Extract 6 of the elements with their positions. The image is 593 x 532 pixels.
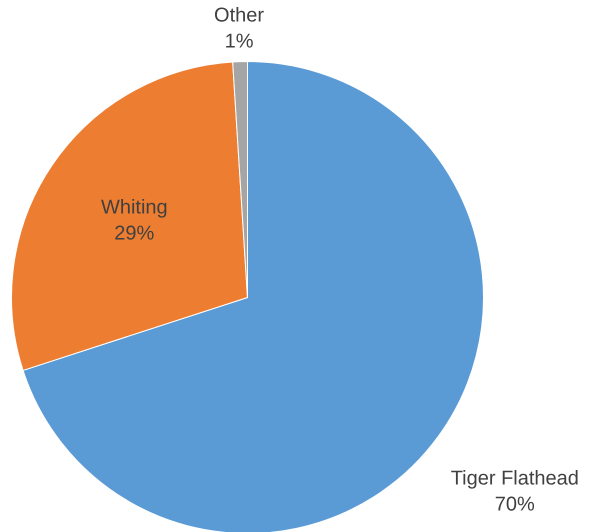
data-label: 29% — [114, 222, 155, 245]
data-label: 70% — [494, 494, 536, 516]
slice-label: Other — [214, 4, 264, 27]
data-label: 1% — [224, 30, 254, 53]
slice-label: Whiting — [100, 196, 168, 219]
slice-label: Tiger Flathead — [450, 468, 579, 490]
